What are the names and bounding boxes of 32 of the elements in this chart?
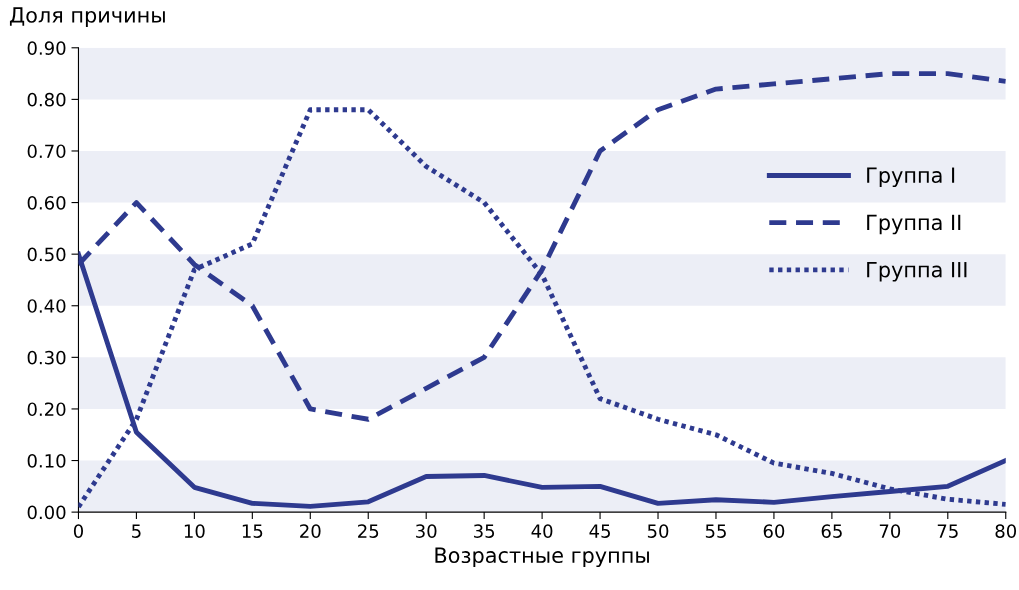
- x-tick-label: 30: [416, 524, 437, 538]
- y-tick-label: 0.70: [27, 144, 66, 159]
- legend-label: Группа III: [867, 262, 967, 282]
- x-tick-label: 20: [300, 524, 321, 538]
- y-tick-label: 0.60: [27, 196, 66, 210]
- legend-label: Группа I: [867, 167, 955, 188]
- x-tick-label: 10: [184, 524, 205, 538]
- y-axis-title: Доля причины: [9, 7, 165, 27]
- x-tick-label: 15: [242, 524, 263, 538]
- x-tick-label: 80: [995, 524, 1017, 538]
- y-tick-label: 0.80: [27, 92, 66, 107]
- x-tick-label: 60: [763, 524, 785, 538]
- x-tick-label: 5: [132, 524, 141, 538]
- y-tick-label: 0.10: [27, 453, 66, 468]
- x-tick-label: 70: [879, 524, 901, 538]
- y-tick-label: 0.50: [27, 247, 66, 262]
- y-tick-label: 0.20: [27, 402, 66, 417]
- x-tick-label: 75: [937, 524, 958, 538]
- legend-label: Группа II: [867, 214, 961, 235]
- y-tick-label: 0.90: [27, 41, 66, 55]
- x-tick-label: 50: [647, 524, 669, 538]
- y-tick-label: 0.40: [27, 299, 66, 313]
- y-tick-label: 0.30: [27, 350, 66, 365]
- y-tick-label: 0.00: [27, 505, 66, 520]
- x-tick-label: 65: [821, 524, 842, 538]
- x-tick-label: 40: [531, 524, 553, 538]
- x-tick-label: 0: [73, 524, 84, 538]
- x-tick-label: 35: [474, 524, 495, 538]
- x-tick-label: 45: [589, 524, 610, 538]
- x-tick-label: 25: [358, 524, 379, 538]
- x-tick-label: 55: [705, 524, 726, 538]
- x-axis-title: Возрастные группы: [435, 547, 649, 568]
